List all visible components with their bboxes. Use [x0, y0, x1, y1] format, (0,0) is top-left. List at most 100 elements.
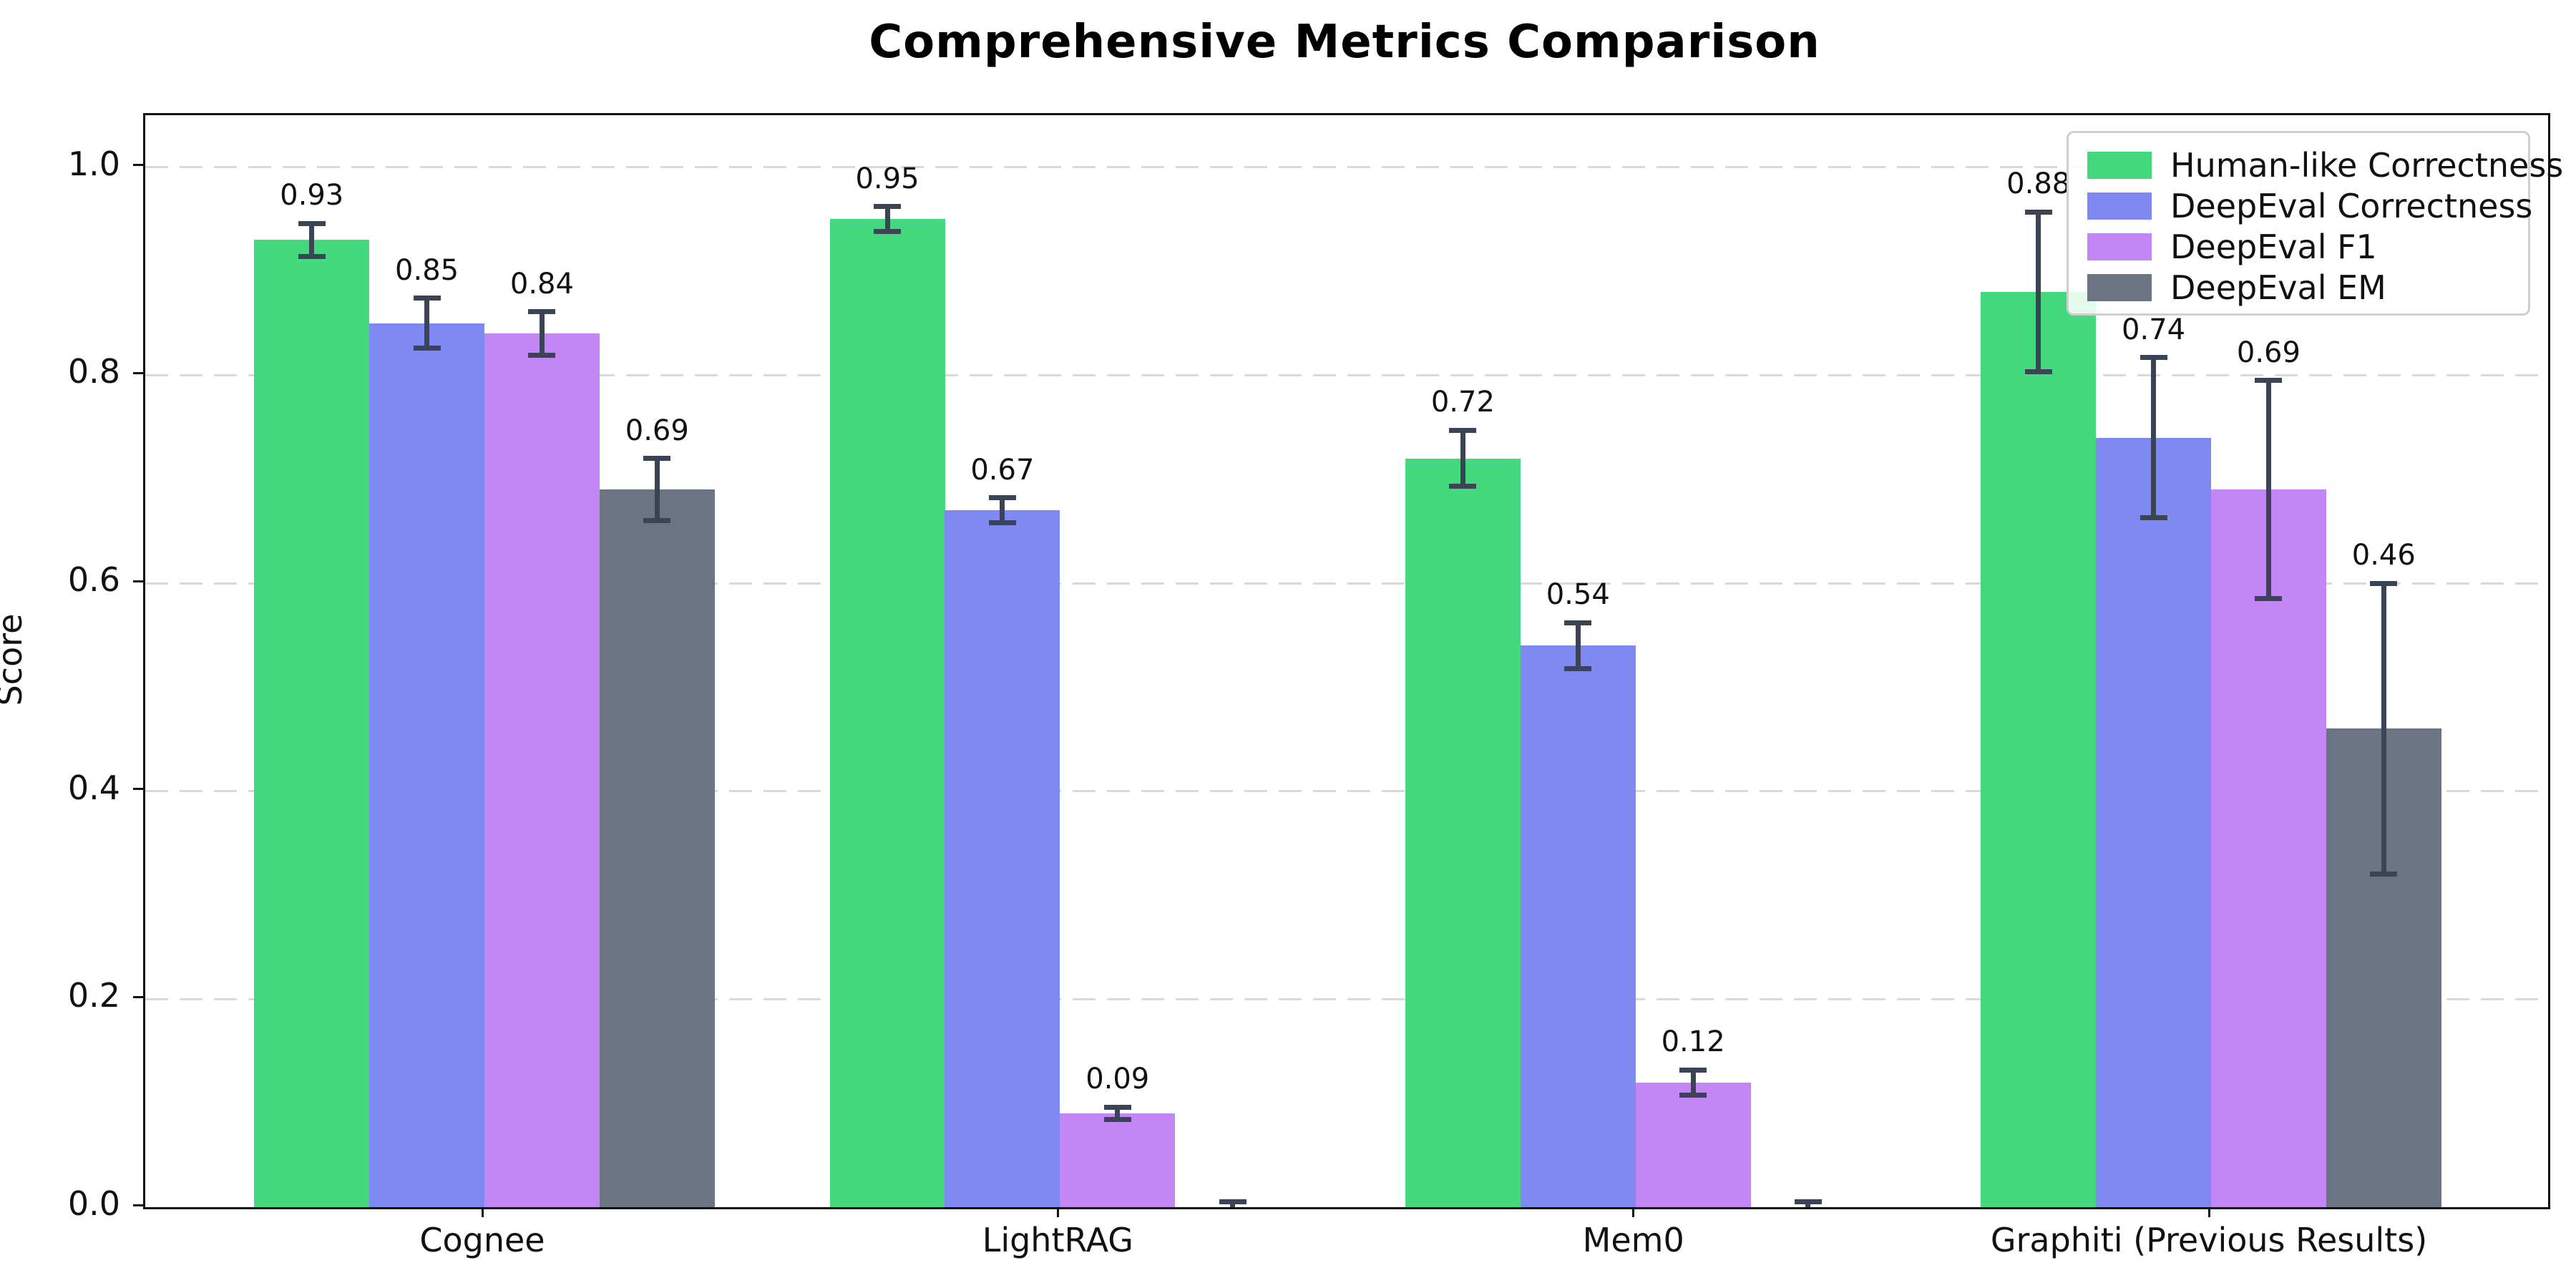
- error-bar-cap: [413, 346, 441, 351]
- error-bar-cap: [1219, 1199, 1246, 1205]
- x-tick-label: Mem0: [1582, 1221, 1684, 1259]
- error-bar: [884, 206, 890, 232]
- y-tick-mark: [133, 995, 143, 998]
- bar: [1405, 458, 1521, 1207]
- error-bar-cap: [2370, 872, 2398, 877]
- grid-line: [145, 374, 2548, 376]
- error-bar: [2381, 583, 2386, 874]
- error-bar-cap: [1564, 665, 1592, 671]
- bar: [1060, 1113, 1176, 1207]
- error-bar-cap: [874, 204, 901, 210]
- bar-value-label: 0.69: [2236, 336, 2301, 369]
- bar: [599, 489, 715, 1207]
- x-tick-mark: [1632, 1207, 1635, 1217]
- error-bar-cap: [1449, 427, 1477, 433]
- y-tick-mark: [133, 788, 143, 791]
- y-axis-label: Score: [0, 613, 29, 706]
- error-bar: [309, 223, 315, 257]
- error-bar-cap: [643, 456, 671, 462]
- error-bar: [1690, 1070, 1696, 1096]
- y-tick-label: 0.0: [67, 1184, 120, 1223]
- legend-item: DeepEval F1: [2087, 226, 2528, 267]
- bar-value-label: 0.69: [625, 414, 689, 447]
- error-bar-cap: [988, 495, 1016, 501]
- x-tick-mark: [2207, 1207, 2210, 1217]
- error-bar-cap: [2024, 369, 2052, 375]
- error-bar: [1460, 430, 1465, 487]
- error-bar-cap: [643, 518, 671, 524]
- bar: [1635, 1082, 1751, 1207]
- bar-value-label: 0.09: [1085, 1063, 1150, 1096]
- legend-swatch-icon: [2087, 151, 2152, 179]
- bar: [829, 219, 945, 1207]
- error-bar-cap: [988, 520, 1016, 526]
- error-bar: [1575, 623, 1581, 669]
- error-bar: [2036, 212, 2041, 372]
- error-bar-cap: [2255, 596, 2283, 602]
- error-bar-cap: [2370, 580, 2398, 586]
- legend-item: DeepEval Correctness: [2087, 185, 2532, 226]
- error-bar: [654, 458, 660, 521]
- grid-line: [145, 790, 2548, 793]
- bar: [484, 333, 600, 1207]
- error-bar: [1000, 497, 1005, 523]
- error-bar-cap: [2255, 378, 2283, 384]
- error-bar: [1805, 1201, 1811, 1207]
- bar: [254, 240, 370, 1207]
- plot-area: 0.93 0.95 0.72 0.88 0.85 0.67 0.54 0.74 0.84 0.09…: [143, 113, 2563, 1209]
- bar: [1981, 292, 2097, 1207]
- legend-label: DeepEval Correctness: [2170, 186, 2533, 225]
- grid-line: [145, 582, 2548, 585]
- grid-line: [145, 166, 2548, 169]
- y-tick-mark: [133, 580, 143, 582]
- error-bar-cap: [2140, 514, 2167, 520]
- bar: [369, 323, 485, 1207]
- error-bar-cap: [528, 309, 556, 315]
- error-bar: [1230, 1201, 1236, 1207]
- x-tick-label: Cognee: [419, 1221, 545, 1259]
- grid-line: [145, 997, 2548, 1000]
- error-bar: [539, 311, 545, 356]
- legend-swatch-icon: [2087, 233, 2152, 260]
- y-tick-label: 0.4: [67, 768, 120, 807]
- error-bar-cap: [2140, 355, 2167, 361]
- error-bar-cap: [2024, 209, 2052, 215]
- bar: [1520, 645, 1636, 1207]
- legend-swatch-icon: [2087, 273, 2152, 301]
- y-tick-mark: [133, 164, 143, 167]
- bar-value-label: 0.67: [970, 453, 1035, 487]
- error-bar-cap: [1679, 1067, 1707, 1073]
- error-bar-cap: [528, 353, 556, 358]
- bar-value-label: 0.72: [1430, 386, 1495, 419]
- legend: Human-like Correctness DeepEval Correctne…: [2067, 131, 2563, 316]
- bar-value-label: 0.46: [2351, 539, 2416, 572]
- bar: [2096, 437, 2212, 1207]
- error-bar-cap: [1794, 1199, 1822, 1205]
- error-bar-cap: [298, 220, 326, 226]
- error-bar-cap: [874, 229, 901, 235]
- chart-title: Comprehensive Metrics Comparison: [869, 16, 1820, 69]
- y-tick-label: 0.8: [67, 352, 120, 391]
- legend-label: Human-like Correctness: [2170, 145, 2564, 185]
- error-bar: [2151, 357, 2157, 518]
- bar-value-label: 0.74: [2122, 313, 2186, 346]
- error-bar-cap: [1103, 1104, 1131, 1110]
- error-bar-cap: [298, 254, 326, 260]
- error-bar: [1115, 1107, 1121, 1120]
- error-bar-cap: [1449, 484, 1477, 489]
- error-bar: [424, 298, 430, 348]
- x-tick-mark: [1056, 1207, 1059, 1217]
- x-tick-label: Graphiti (Previous Results): [1990, 1221, 2428, 1259]
- legend-label: DeepEval EM: [2170, 268, 2386, 307]
- x-tick-mark: [481, 1207, 484, 1217]
- bar-value-label: 0.93: [280, 179, 344, 213]
- bar-value-label: 0.85: [395, 253, 459, 287]
- bar-value-label: 0.84: [509, 267, 574, 301]
- bar: [945, 510, 1060, 1207]
- bar-value-label: 0.54: [1546, 578, 1610, 612]
- legend-item: Human-like Correctness: [2087, 145, 2563, 185]
- bar-value-label: 0.88: [2006, 167, 2071, 201]
- error-bar-cap: [413, 296, 441, 301]
- error-bar-cap: [1103, 1117, 1131, 1123]
